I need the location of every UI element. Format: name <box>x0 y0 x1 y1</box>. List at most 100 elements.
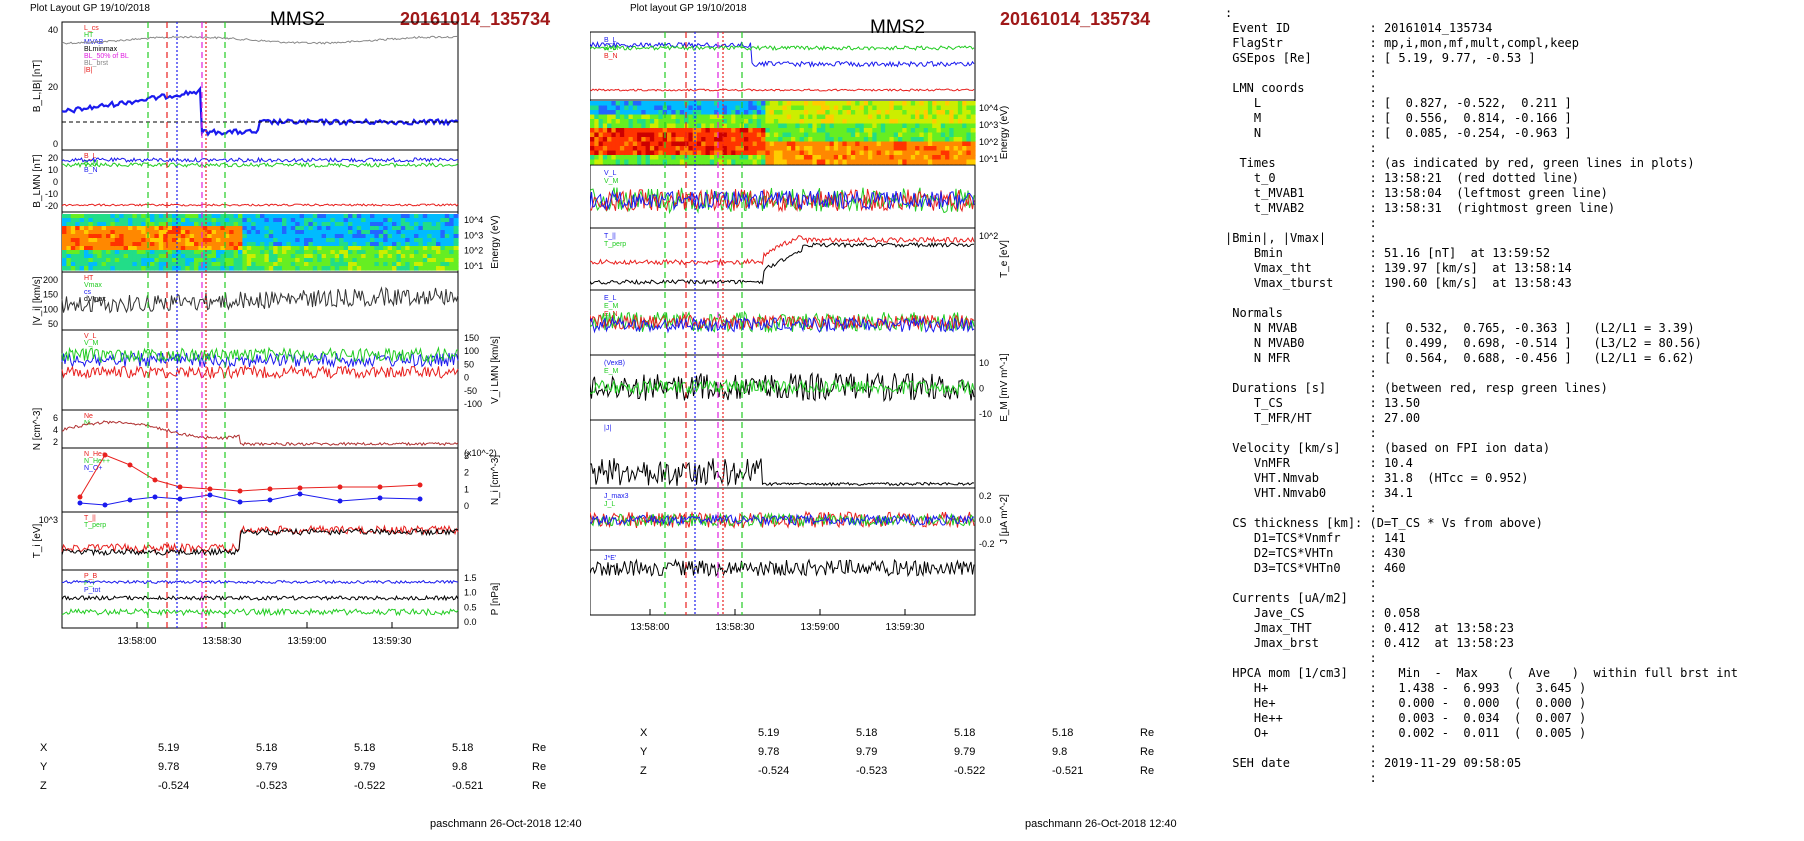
spectrogram-cell <box>392 222 397 227</box>
spectrogram-cell <box>396 234 402 239</box>
spectrogram-cell <box>696 150 702 156</box>
spectrogram-cell <box>671 141 677 147</box>
info-line: LMN coords : <box>1225 81 1377 95</box>
spectrogram-cell <box>927 141 933 147</box>
spectrogram-cell <box>136 246 142 251</box>
spectrogram-cell <box>110 242 116 247</box>
spectrogram-cell <box>392 266 397 271</box>
spectrogram-cell <box>233 226 239 231</box>
spectrogram-cell <box>902 123 908 129</box>
spectrogram-cell <box>97 266 103 271</box>
spectrogram-cell <box>431 250 437 255</box>
spectrogram-cell <box>778 123 784 129</box>
spectrogram-cell <box>207 230 213 235</box>
spectrogram-cell <box>97 218 103 223</box>
spectrogram-cell <box>189 238 195 243</box>
spectrogram-cell <box>735 132 741 138</box>
spectrogram-cell <box>427 266 433 271</box>
spectrogram-cell <box>295 222 301 227</box>
spectrogram-cell <box>915 128 920 134</box>
spectrogram-cell <box>598 132 604 138</box>
spectrogram-cell <box>838 101 843 107</box>
spectrogram-cell <box>658 128 664 134</box>
spectrogram-cell <box>66 222 72 227</box>
spectrogram-cell <box>889 141 895 147</box>
spectrogram-cell <box>970 101 976 107</box>
spectrogram-cell <box>654 119 660 125</box>
spectrogram-cell <box>282 266 287 271</box>
spectrogram-cell <box>799 123 805 129</box>
spectrogram-cell <box>172 234 177 239</box>
spectrogram-cell <box>251 226 257 231</box>
tick-label: -0.2 <box>979 539 995 549</box>
spectrogram-cell <box>842 105 848 111</box>
spectrogram-cell <box>273 218 279 223</box>
spectrogram-cell <box>361 250 367 255</box>
spectrogram-cell <box>356 226 362 231</box>
spectrogram-cell <box>128 238 133 243</box>
coord-value: 5.18 <box>354 742 376 754</box>
spectrogram-cell <box>876 159 882 165</box>
spectrogram-cell <box>739 119 745 125</box>
tick-label: 0 <box>53 177 58 187</box>
spectrogram-cell <box>966 128 972 134</box>
spectrogram-cell <box>705 159 711 165</box>
spectrogram-cell <box>123 222 129 227</box>
spectrogram-cell <box>453 218 459 223</box>
legend-entry: P_B <box>84 573 98 580</box>
spectrogram-cell <box>88 250 94 255</box>
spectrogram-cell <box>180 262 186 267</box>
spectrogram-cell <box>735 146 741 152</box>
spectrogram-cell <box>405 214 411 219</box>
info-line: N MVAB : [ 0.532, 0.765, -0.363 ] (L2/L1… <box>1225 321 1695 335</box>
spectrogram-cell <box>915 141 920 147</box>
spectrogram-cell <box>317 266 323 271</box>
spectrogram-cell <box>202 258 208 263</box>
spectrogram-cell <box>859 150 865 156</box>
spectrogram-cell <box>440 222 446 227</box>
spectrogram-cell <box>158 266 164 271</box>
spectrogram-cell <box>176 238 182 243</box>
spectrogram-cell <box>251 250 257 255</box>
middle-plot-header: Plot layout GP 19/10/2018 <box>630 3 747 14</box>
spectrogram-cell <box>893 146 899 152</box>
spectrogram-cell <box>756 105 762 111</box>
spectrogram-cell <box>919 128 925 134</box>
spectrogram-cell <box>229 254 235 259</box>
spectrogram-cell <box>949 146 955 152</box>
spectrogram-cell <box>308 222 314 227</box>
spectrogram-cell <box>414 226 419 231</box>
spectrogram-cell <box>923 155 929 161</box>
spectrogram-cell <box>590 141 595 147</box>
coord-value: -0.524 <box>158 780 190 792</box>
spectrogram-cell <box>808 114 814 120</box>
spectrogram-cell <box>825 150 831 156</box>
spectrogram-cell <box>953 128 959 134</box>
spectrogram-cell <box>679 105 685 111</box>
spectrogram-cell <box>312 226 318 231</box>
spectrogram-cell <box>282 218 287 223</box>
spectrogram-cell <box>110 254 116 259</box>
spectrogram-cell <box>641 150 647 156</box>
spectrogram-cell <box>216 258 221 263</box>
spectrogram-cell <box>286 214 292 219</box>
spectrogram-cell <box>786 141 792 147</box>
spectrogram-cell <box>628 159 634 165</box>
spectrogram-cell <box>273 258 279 263</box>
spectrogram-cell <box>339 246 345 251</box>
spectrogram-cell <box>692 128 698 134</box>
spectrogram-cell <box>326 266 331 271</box>
spectrogram-cell <box>923 128 929 134</box>
spectrogram-cell <box>731 146 737 152</box>
spectrogram-cell <box>829 150 835 156</box>
spectrogram-cell <box>119 250 125 255</box>
spectrogram-cell <box>238 234 243 239</box>
spectrogram-cell <box>641 146 647 152</box>
spectrogram-cell <box>365 222 371 227</box>
spectrogram-cell <box>343 266 349 271</box>
spectrogram-cell <box>808 150 814 156</box>
spectrogram-cell <box>268 226 274 231</box>
spectrogram-cell <box>273 222 279 227</box>
spectrogram-cell <box>709 114 715 120</box>
spectrogram-cell <box>885 110 891 116</box>
